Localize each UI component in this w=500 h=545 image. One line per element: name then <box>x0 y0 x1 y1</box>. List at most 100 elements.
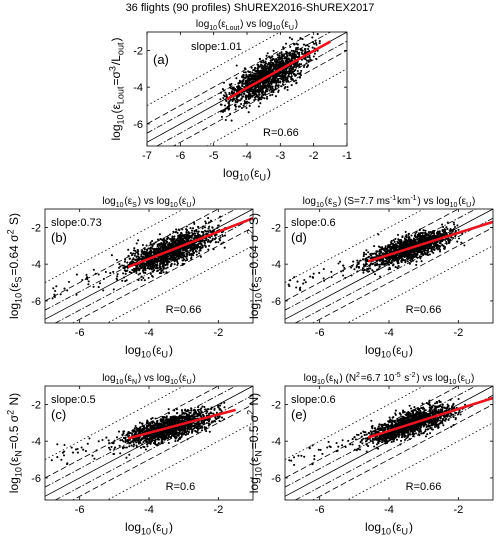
data-point <box>273 81 276 84</box>
data-point <box>195 230 198 233</box>
data-point <box>277 89 280 92</box>
data-point <box>52 287 55 290</box>
data-point <box>305 62 308 65</box>
data-point <box>192 247 195 250</box>
data-point <box>199 255 202 258</box>
data-point <box>401 235 404 238</box>
ref-line-minus05 <box>156 40 347 146</box>
data-point <box>294 79 297 82</box>
data-point <box>118 263 121 266</box>
data-point <box>166 261 169 264</box>
data-point <box>135 270 138 273</box>
data-point <box>211 226 214 229</box>
data-point <box>163 239 167 242</box>
data-point <box>131 268 134 271</box>
data-point <box>260 63 263 66</box>
ref-line-plus1 <box>45 386 220 479</box>
data-point <box>206 230 210 233</box>
data-point <box>216 226 219 230</box>
data-point <box>402 245 405 248</box>
data-point <box>132 252 135 255</box>
data-point <box>145 252 148 255</box>
data-point <box>427 247 430 250</box>
y-tick-label: -2 <box>31 222 41 234</box>
data-point <box>253 90 256 93</box>
data-point <box>404 230 407 233</box>
data-point <box>247 70 250 73</box>
data-point <box>343 266 346 269</box>
data-point <box>451 230 454 233</box>
data-point <box>251 71 254 74</box>
data-point <box>423 247 426 250</box>
data-point <box>424 235 427 238</box>
data-point <box>439 245 442 248</box>
data-point <box>372 252 375 255</box>
data-point <box>119 439 122 442</box>
data-point <box>266 79 269 82</box>
data-point <box>267 61 270 65</box>
data-point <box>300 69 303 72</box>
data-point <box>166 243 169 246</box>
data-point <box>304 281 307 284</box>
data-point <box>162 242 165 245</box>
data-point <box>269 70 272 73</box>
y-tick-label: -4 <box>31 259 41 271</box>
data-point <box>323 279 326 282</box>
data-point <box>428 236 431 239</box>
data-point <box>181 247 185 250</box>
data-point <box>152 248 155 251</box>
data-point <box>391 246 394 249</box>
data-point <box>362 271 365 274</box>
data-point <box>247 91 251 95</box>
data-point <box>306 44 309 47</box>
data-point <box>278 54 281 57</box>
data-point <box>190 244 193 247</box>
data-point <box>154 253 157 256</box>
data-point <box>175 258 178 262</box>
data-point <box>223 95 226 98</box>
data-point <box>364 259 367 262</box>
data-point <box>223 246 226 249</box>
data-point <box>158 249 162 252</box>
data-point <box>311 46 314 49</box>
data-point <box>132 257 135 260</box>
data-point <box>194 232 197 235</box>
data-point <box>415 256 418 259</box>
data-point <box>309 275 312 278</box>
data-point <box>135 255 139 258</box>
data-point <box>322 277 325 280</box>
data-point <box>190 252 193 255</box>
data-point <box>140 275 143 278</box>
one-to-one-line <box>45 386 253 497</box>
data-point <box>175 228 178 231</box>
data-point <box>196 247 199 250</box>
data-point <box>282 54 286 58</box>
data-point <box>176 231 179 234</box>
data-point <box>259 90 262 93</box>
data-point <box>297 64 300 67</box>
data-point <box>410 234 413 237</box>
data-point <box>244 71 247 74</box>
data-point <box>147 276 150 279</box>
data-point <box>109 272 112 275</box>
data-point <box>202 225 205 228</box>
data-point <box>352 260 355 263</box>
data-point <box>245 96 248 99</box>
data-point <box>435 236 438 239</box>
data-point <box>262 61 265 64</box>
data-point <box>378 259 382 263</box>
data-point <box>261 89 264 92</box>
data-point <box>305 59 309 62</box>
data-point <box>189 227 192 230</box>
data-point <box>158 251 161 254</box>
data-point <box>292 52 295 56</box>
data-point <box>295 48 298 51</box>
data-point <box>284 59 287 62</box>
data-point <box>200 242 203 245</box>
data-point <box>403 259 406 262</box>
data-point <box>432 231 435 234</box>
data-point <box>249 96 252 99</box>
data-point <box>394 266 397 269</box>
data-point <box>183 251 186 254</box>
data-point <box>271 59 274 62</box>
